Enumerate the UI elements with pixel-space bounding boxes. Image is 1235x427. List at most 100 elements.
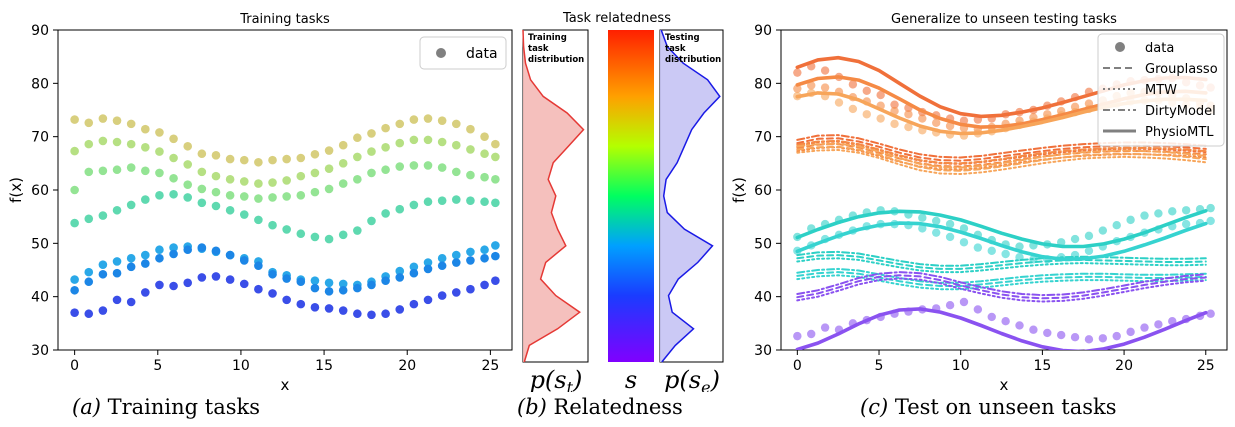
plot-c-legend-label: PhysioMTL <box>1145 125 1214 140</box>
plot-a-point <box>437 116 447 125</box>
plot-a-point <box>491 251 500 261</box>
plot-a-point <box>381 276 390 285</box>
plot-a-point <box>409 268 419 278</box>
plot-c-point <box>973 305 983 314</box>
plot-c-point <box>945 121 955 131</box>
plot-a-point <box>239 279 249 289</box>
plot-a-point <box>211 171 221 181</box>
plot-a-ytick-label: 60 <box>31 183 49 199</box>
plot-c-ytick-label: 80 <box>754 76 772 92</box>
plot-a-point <box>225 191 235 200</box>
plot-c-grouplasso-line <box>796 271 1207 287</box>
plot-a-point <box>491 198 500 208</box>
plot-a-point <box>466 170 475 180</box>
plot-a-point <box>197 167 207 177</box>
plot-a-point <box>98 211 108 220</box>
plot-b-test-axis-label: p(se) <box>664 366 720 392</box>
plot-b-test-label: task <box>665 44 686 54</box>
plot-a-point <box>84 309 94 319</box>
plot-c-point <box>1126 327 1135 337</box>
plot-a-point <box>282 274 291 283</box>
plot-a-point <box>296 229 306 239</box>
plot-a-point <box>480 280 489 290</box>
plot-c-xtick-label: 20 <box>1115 358 1133 374</box>
plot-a-point <box>155 280 164 290</box>
plot-a-point <box>169 281 178 291</box>
plot-c-legend-label: Grouplasso <box>1145 62 1218 77</box>
plot-a-point <box>381 309 390 319</box>
plot-a-point <box>338 159 348 168</box>
plot-a-point <box>480 149 489 159</box>
plot-a-point <box>310 149 320 159</box>
plot-a-point <box>112 268 122 278</box>
plot-c-point <box>959 224 969 233</box>
plot-b-train-label: Training <box>528 33 567 43</box>
plot-c-point <box>1140 211 1149 220</box>
plot-b-test-curve <box>660 29 721 363</box>
plot-a-xtick-label: 10 <box>232 358 250 374</box>
plot-a-point <box>268 193 277 202</box>
plot-c-physiomtl-line <box>795 307 1208 350</box>
plot-a-point <box>141 259 150 268</box>
plot-a-title: Training tasks <box>239 12 330 27</box>
plot-c-point <box>793 331 802 341</box>
plot-c-mtw-line <box>796 257 1207 274</box>
plot-a-point <box>423 264 433 274</box>
plot-a-point <box>183 245 193 255</box>
plot-c-point <box>820 66 830 75</box>
plot-c-xtick-label: 5 <box>875 358 884 374</box>
plot-c-legend-label: DirtyModel <box>1145 104 1216 119</box>
plot-a-point <box>437 196 447 205</box>
plot-c-point <box>1070 234 1080 244</box>
plot-a-point <box>480 197 489 207</box>
plot-a-point <box>451 195 461 204</box>
plot-a-point <box>70 275 79 284</box>
plot-a-point <box>367 147 376 156</box>
caption-c-tag: (c) <box>860 395 889 419</box>
plot-a-point <box>211 201 221 211</box>
plot-c-ytick-label: 50 <box>754 236 772 252</box>
plot-a-point <box>367 129 376 138</box>
plot-c-point <box>1112 221 1121 230</box>
plot-b-train-curve <box>522 29 585 363</box>
plot-a-point <box>353 226 362 235</box>
plot-a-point <box>324 278 334 288</box>
plot-a-point <box>70 218 79 228</box>
plot-a-point <box>197 184 207 194</box>
plot-a-point <box>239 210 249 219</box>
plot-a-point <box>466 196 475 205</box>
plot-a-point <box>367 216 376 226</box>
plot-c-mtw-line <box>796 274 1207 291</box>
plot-a-point <box>155 168 164 178</box>
plot-a-point <box>98 166 108 176</box>
plot-a-point <box>126 253 136 263</box>
plot-c-point <box>793 84 802 93</box>
plot-c-point <box>1084 335 1094 344</box>
plot-a-point <box>98 260 108 269</box>
plot-c-point <box>918 213 927 222</box>
plot-a-point <box>381 123 390 133</box>
plot-a-ytick-label: 80 <box>31 76 49 92</box>
plot-c-mtw-line <box>796 277 1207 303</box>
plot-a-point <box>282 154 291 164</box>
plot-c-point <box>1154 320 1163 329</box>
plot-a-point <box>491 175 500 184</box>
plot-b-test-label: Testing <box>665 33 700 43</box>
plot-c-legend-label: MTW <box>1145 83 1177 98</box>
plot-a-point <box>254 284 263 294</box>
plot-a-point <box>381 209 390 218</box>
plot-a-point <box>169 243 178 252</box>
plot-a-point <box>268 220 277 230</box>
plot-c-physiomtl-line <box>795 221 1208 262</box>
plot-a-point <box>423 197 433 207</box>
plot-a-point <box>84 214 94 224</box>
plot-a-point <box>183 141 193 151</box>
plot-c-point <box>793 68 802 77</box>
plot-a-point <box>84 267 94 277</box>
plot-a-ytick-label: 90 <box>31 23 49 39</box>
plot-c-ytick-label: 90 <box>754 23 772 39</box>
plot-a-point <box>282 225 291 234</box>
plot-c-point <box>1056 330 1066 340</box>
plot-a-point <box>169 134 178 144</box>
